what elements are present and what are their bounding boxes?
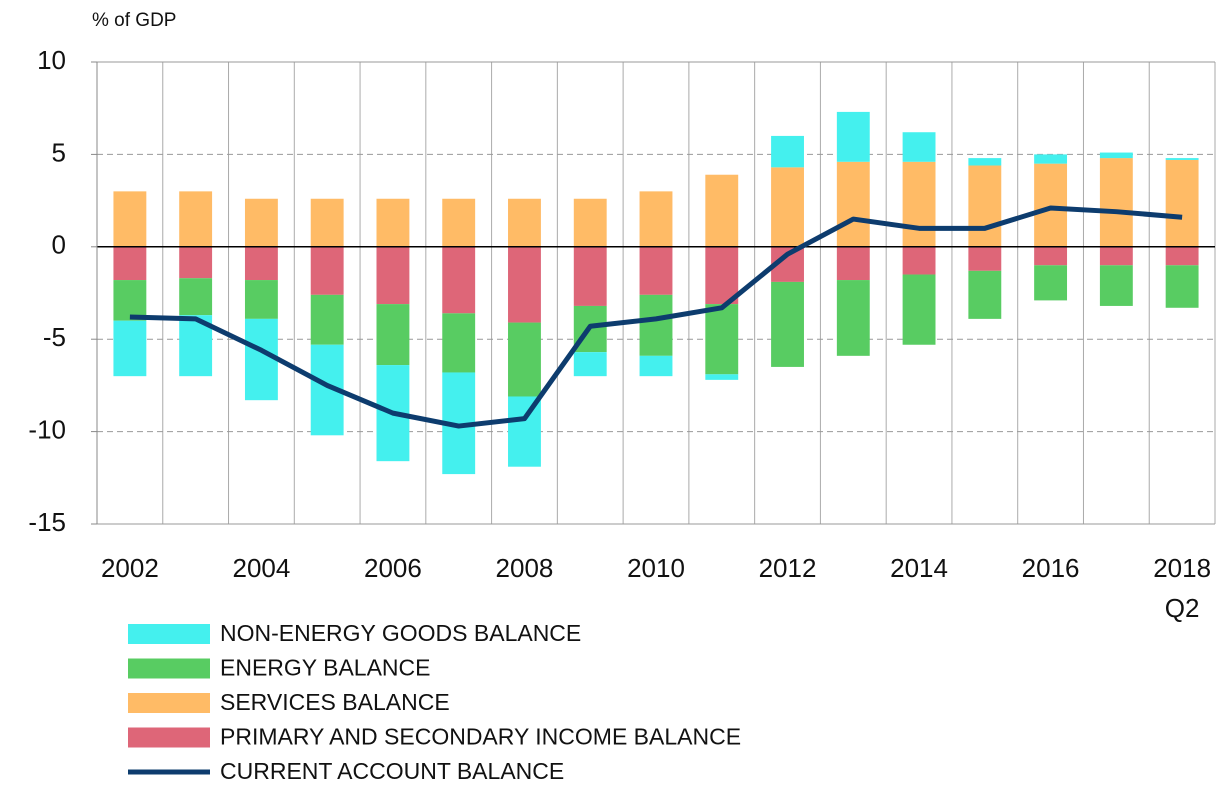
bar-segment: [508, 322, 541, 397]
bar-segment: [310, 246, 344, 295]
bar-segment: [902, 246, 936, 275]
bar-segment: [836, 280, 870, 356]
bar-segment: [705, 374, 739, 380]
bar-segment: [113, 280, 147, 321]
bar-segment: [179, 191, 213, 247]
bar-segment: [639, 246, 673, 295]
bar-segment: [113, 320, 147, 377]
bar-segment: [639, 294, 673, 356]
legend-swatch: [128, 727, 210, 748]
bar-segment: [771, 135, 804, 168]
legend-label: NON-ENERGY GOODS BALANCE: [220, 620, 581, 646]
bar-segment: [310, 198, 344, 247]
bar-segment: [376, 246, 410, 305]
bar-segment: [573, 352, 607, 377]
legend-label: SERVICES BALANCE: [220, 689, 450, 715]
bar-segment: [1034, 154, 1068, 164]
bar-segment: [244, 246, 278, 281]
bar-segment: [442, 313, 476, 373]
legend-swatch: [128, 658, 210, 679]
bar-segment: [376, 198, 410, 247]
bar-segment: [771, 167, 804, 247]
legend-label: ENERGY BALANCE: [220, 655, 430, 681]
x-tick-label: 2012: [758, 553, 817, 583]
bar-segment: [442, 246, 476, 314]
bar-segment: [113, 191, 147, 247]
x-tick-label: 2010: [627, 553, 685, 583]
legend-swatch: [128, 624, 210, 644]
bar-segment: [705, 304, 739, 375]
bar-segment: [1099, 152, 1133, 159]
y-axis-label: % of GDP: [92, 10, 176, 31]
bar-segment: [113, 246, 147, 281]
legend-swatch: [128, 693, 210, 713]
bar-segment: [573, 246, 607, 306]
bar-segment: [1034, 265, 1068, 301]
bar-segment: [1165, 246, 1199, 266]
bar-segment: [902, 161, 936, 247]
bar-segment: [244, 280, 278, 319]
bar-segment: [1034, 246, 1068, 266]
bar-segment: [902, 132, 936, 162]
y-tick-label: -15: [28, 507, 66, 537]
y-tick-label: -10: [28, 414, 66, 444]
y-tick-label: 5: [52, 137, 66, 167]
x-tick-label: 2008: [495, 553, 554, 583]
y-tick-label: 0: [52, 230, 66, 260]
bar-segment: [1165, 159, 1199, 247]
x-tick-label: 2002: [100, 553, 159, 583]
bar-segment: [1099, 265, 1133, 306]
bar-segment: [836, 161, 870, 247]
x-tick-label: 2016: [1021, 553, 1080, 583]
bar-segment: [376, 304, 410, 366]
bar-segment: [1165, 265, 1199, 308]
bar-segment: [508, 198, 541, 247]
bar-segment: [836, 246, 870, 281]
y-tick-label: -5: [43, 322, 66, 352]
bar-segment: [508, 246, 541, 323]
bar-segment: [179, 278, 213, 316]
bar-segment: [705, 174, 739, 247]
bar-segment: [968, 165, 1002, 247]
y-tick-label: 10: [37, 45, 66, 75]
x-tick-label: 2006: [364, 553, 422, 583]
bar-segment: [508, 396, 541, 467]
x-tick-label: 2004: [232, 553, 291, 583]
bar-segment: [1099, 246, 1133, 266]
line-series: [129, 205, 1183, 429]
bar-segment: [968, 270, 1002, 319]
bar-segment: [1099, 158, 1133, 247]
bar-segment: [310, 294, 344, 345]
bar-segment: [639, 191, 673, 247]
bar-segment: [179, 246, 213, 279]
bar-segment: [1034, 163, 1068, 247]
bar-segment: [902, 274, 936, 345]
bar-segment: [639, 355, 673, 377]
legend-label: CURRENT ACCOUNT BALANCE: [220, 758, 564, 784]
bar-segment: [968, 246, 1002, 271]
bar-segment: [771, 281, 804, 367]
x-tick-label: 2014: [890, 553, 948, 583]
x-tick-label: 2018 Q2: [1153, 553, 1212, 623]
bar-segment: [705, 246, 739, 305]
bar-segment: [1165, 158, 1199, 160]
bar-segment: [968, 158, 1002, 166]
legend-label: PRIMARY AND SECONDARY INCOME BALANCE: [220, 724, 741, 750]
bar-segment: [442, 198, 476, 247]
bar-segment: [836, 111, 870, 162]
bar-segment: [244, 318, 278, 401]
bar-segment: [244, 198, 278, 247]
bar-segment: [573, 198, 607, 247]
